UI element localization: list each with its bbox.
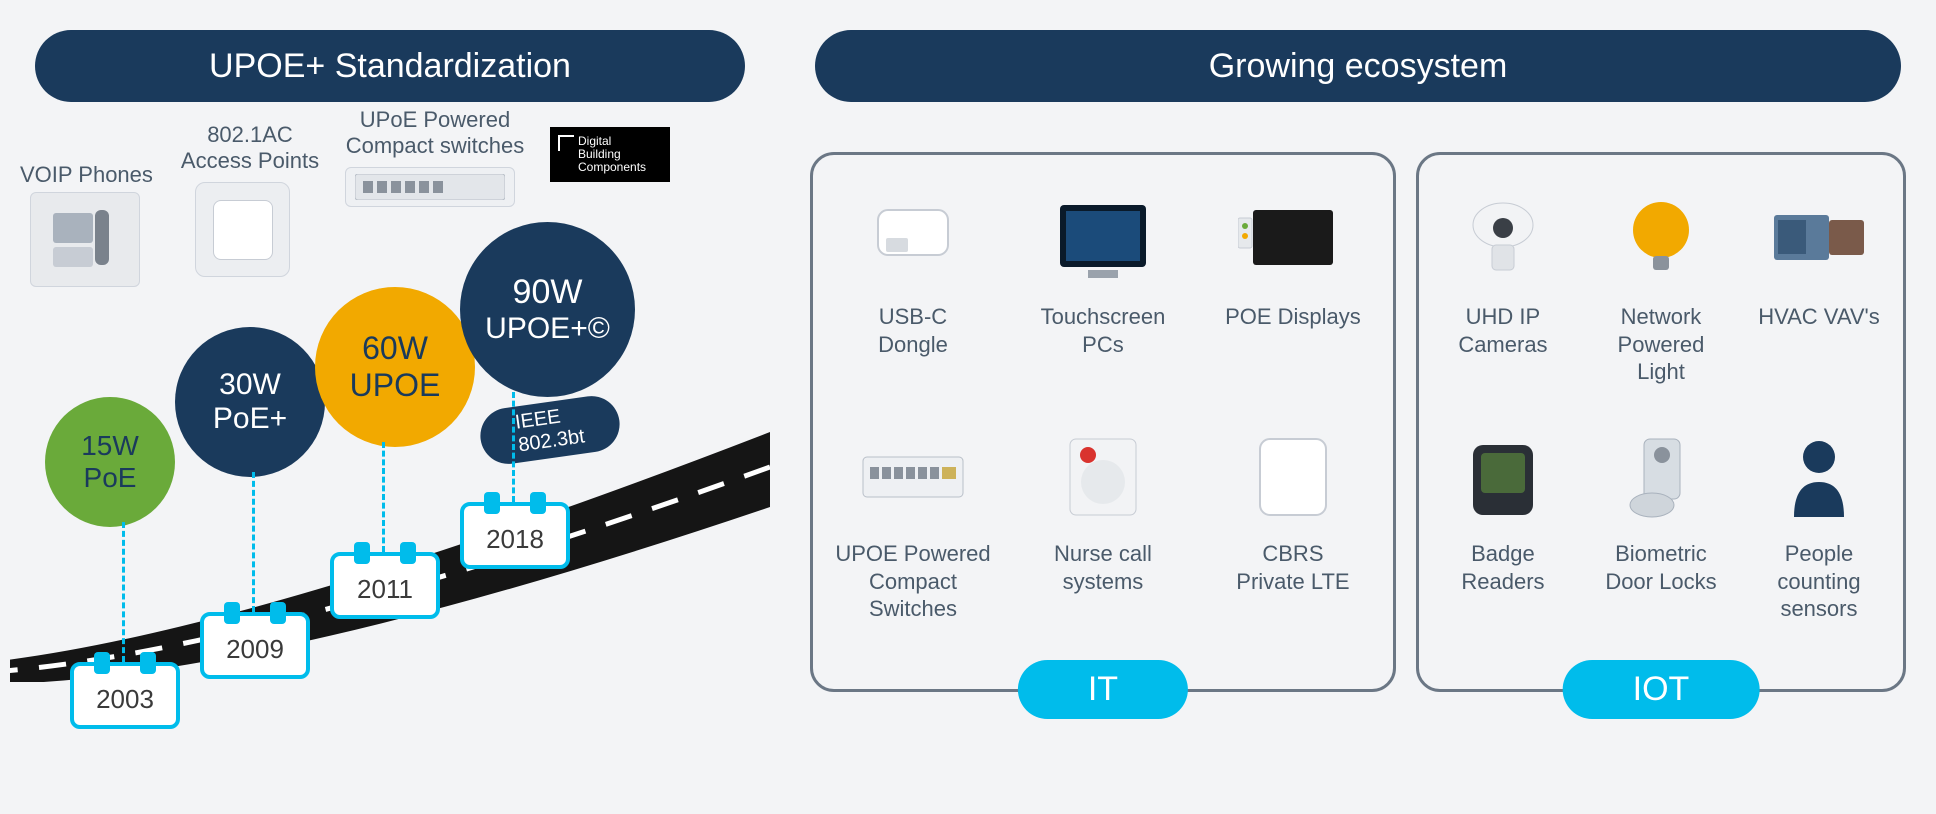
year-2018: 2018 bbox=[460, 502, 570, 569]
iot-item-0: UHD IP Cameras bbox=[1429, 185, 1577, 412]
it-item-label-0: USB-CDongle bbox=[878, 303, 948, 358]
it-item-5: CBRSPrivate LTE bbox=[1203, 422, 1383, 649]
iot-item-1: NetworkPoweredLight bbox=[1587, 185, 1735, 412]
iot-item-5: Peoplecountingsensors bbox=[1745, 422, 1893, 649]
iot-item-label-4: BiometricDoor Locks bbox=[1605, 540, 1716, 595]
it-tag: IT bbox=[1018, 660, 1188, 719]
dash-2011 bbox=[382, 442, 385, 552]
it-item-label-1: TouchscreenPCs bbox=[1041, 303, 1166, 358]
iot-item-4: BiometricDoor Locks bbox=[1587, 422, 1735, 649]
it-item-4: Nurse callsystems bbox=[1013, 422, 1193, 649]
it-item-label-4: Nurse callsystems bbox=[1054, 540, 1152, 595]
light-bulb-icon bbox=[1601, 185, 1721, 295]
access-point-icon bbox=[195, 182, 290, 277]
bubble-60w-upoe: 60WUPOE bbox=[315, 287, 475, 447]
bubble-90w-upoe-plus: 90WUPOE+© bbox=[460, 222, 635, 397]
touchscreen-pc-icon bbox=[1043, 185, 1163, 295]
timeline: VOIP Phones 802.1ACAccess Points UPoE Po… bbox=[10, 102, 770, 762]
poe-display-icon bbox=[1233, 185, 1353, 295]
it-item-label-3: UPOE PoweredCompact Switches bbox=[823, 540, 1003, 623]
iot-item-label-0: UHD IP Cameras bbox=[1429, 303, 1577, 358]
bubble-15w-poe: 15WPoE bbox=[45, 397, 175, 527]
voip-phones-label: VOIP Phones bbox=[20, 162, 160, 188]
iot-item-label-5: Peoplecountingsensors bbox=[1777, 540, 1860, 623]
it-item-1: TouchscreenPCs bbox=[1013, 185, 1193, 412]
cbrs-icon bbox=[1233, 422, 1353, 532]
growing-ecosystem-panel: Growing ecosystem USB-CDongle Touchscreen… bbox=[780, 0, 1936, 814]
iot-item-2: HVAC VAV's bbox=[1745, 185, 1893, 412]
iot-item-label-2: HVAC VAV's bbox=[1758, 303, 1880, 331]
compact-switches-label: UPoE PoweredCompact switches bbox=[335, 107, 535, 160]
right-panel-title: Growing ecosystem bbox=[815, 30, 1901, 102]
iot-item-label-1: NetworkPoweredLight bbox=[1618, 303, 1705, 386]
it-item-3: UPOE PoweredCompact Switches bbox=[823, 422, 1003, 649]
iot-item-3: BadgeReaders bbox=[1429, 422, 1577, 649]
compact-switch-icon bbox=[853, 422, 973, 532]
nurse-call-icon bbox=[1043, 422, 1163, 532]
person-icon bbox=[1759, 422, 1879, 532]
it-item-0: USB-CDongle bbox=[823, 185, 1003, 412]
dash-2009 bbox=[252, 472, 255, 612]
bubble-30w-poe-plus: 30WPoE+ bbox=[175, 327, 325, 477]
it-item-label-5: CBRSPrivate LTE bbox=[1236, 540, 1349, 595]
voip-phone-icon bbox=[30, 192, 140, 287]
left-panel-title: UPOE+ Standardization bbox=[35, 30, 745, 102]
badge-reader-icon bbox=[1443, 422, 1563, 532]
ip-camera-icon bbox=[1443, 185, 1563, 295]
it-ecosystem-box: USB-CDongle TouchscreenPCs POE Displays UPO… bbox=[810, 152, 1396, 692]
it-item-2: POE Displays bbox=[1203, 185, 1383, 412]
iot-item-label-3: BadgeReaders bbox=[1461, 540, 1544, 595]
door-lock-icon bbox=[1601, 422, 1721, 532]
upoe-standardization-panel: UPOE+ Standardization VOIP Phones 802.1A… bbox=[0, 0, 780, 814]
year-2003: 2003 bbox=[70, 662, 180, 729]
dash-2018 bbox=[512, 392, 515, 502]
access-points-label: 802.1ACAccess Points bbox=[175, 122, 325, 175]
digital-building-components-badge: DigitalBuildingComponents bbox=[550, 127, 670, 182]
year-2011: 2011 bbox=[330, 552, 440, 619]
year-2009: 2009 bbox=[200, 612, 310, 679]
compact-switch-icon bbox=[345, 167, 515, 207]
dash-2003 bbox=[122, 522, 125, 662]
usb-dongle-icon bbox=[853, 185, 973, 295]
it-item-label-2: POE Displays bbox=[1225, 303, 1361, 331]
ieee-8023bt-pill: IEEE802.3bt bbox=[477, 393, 623, 468]
iot-tag: IOT bbox=[1563, 660, 1760, 719]
hvac-vav-icon bbox=[1759, 185, 1879, 295]
iot-ecosystem-box: UHD IP Cameras NetworkPoweredLight HVAC VA… bbox=[1416, 152, 1906, 692]
